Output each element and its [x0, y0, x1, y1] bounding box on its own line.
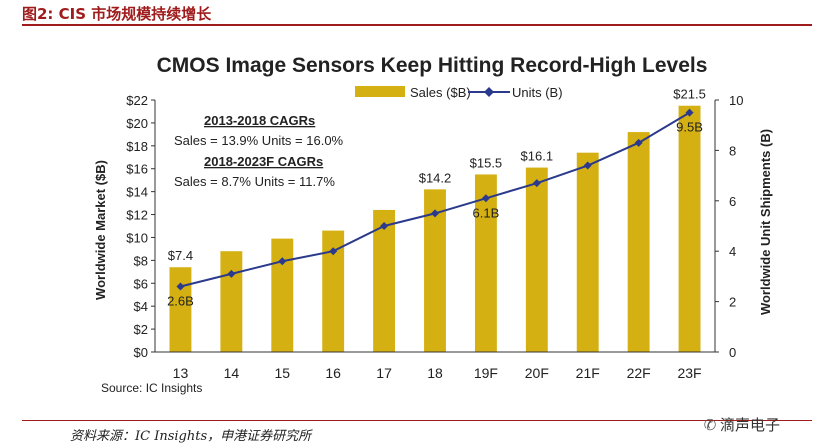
y-tick-label: $12 — [126, 208, 148, 223]
x-tick-label: 20F — [525, 365, 549, 381]
units-point-17 — [380, 222, 389, 230]
y-tick-label: $22 — [126, 93, 148, 108]
bar-value-label: $16.1 — [521, 149, 554, 164]
units-point-20F — [532, 179, 541, 188]
x-tick-label: 14 — [224, 365, 240, 381]
y2-tick-label: 6 — [729, 194, 736, 209]
watermark-text: 滴声电子 — [720, 416, 781, 434]
bar-value-label: $15.5 — [470, 155, 503, 170]
cagr-values-2013-2018: Sales = 13.9% Units = 16.0% — [174, 133, 344, 148]
bar-18 — [424, 189, 446, 352]
x-tick-label: 19F — [474, 365, 498, 381]
x-tick-label: 21F — [576, 365, 600, 381]
y-tick-label: $14 — [126, 185, 148, 200]
cagr-values-2018-2023: Sales = 8.7% Units = 11.7% — [174, 174, 335, 189]
x-tick-label: 15 — [274, 365, 290, 381]
units-value-label: 2.6B — [167, 293, 194, 308]
y2-tick-label: 4 — [729, 244, 736, 259]
sales-bars — [169, 105, 701, 353]
cagr-annotations: 2013-2018 CAGRs Sales = 13.9% Units = 16… — [174, 113, 344, 189]
units-point-13 — [176, 282, 185, 291]
x-tick-label: 23F — [677, 365, 701, 381]
bar-22F — [627, 132, 650, 352]
bar-value-label: $14.2 — [419, 170, 452, 185]
bar-value-label: $21.5 — [673, 87, 706, 102]
units-line — [176, 108, 694, 291]
y-axis-title: Worldwide Market ($B) — [93, 160, 108, 300]
units-point-22F — [634, 138, 643, 147]
units-point-14 — [227, 269, 236, 278]
units-point-18 — [431, 209, 439, 218]
bar-19F — [474, 174, 497, 352]
y-tick-label: $0 — [134, 345, 148, 360]
x-tick-label: 18 — [427, 365, 443, 381]
units-point-19F — [481, 194, 490, 203]
y2-tick-label: 10 — [729, 93, 743, 108]
y2-tick-label: 0 — [729, 345, 736, 360]
y-tick-label: $10 — [126, 230, 148, 245]
bar-16 — [322, 230, 345, 352]
figure-label: 图2: CIS 市场规模持续增长 — [22, 5, 212, 23]
x-tick-label: 17 — [376, 365, 392, 381]
cagr-heading-2018-2023: 2018-2023F CAGRs — [204, 154, 323, 169]
axes: $0 $2 $4 $6 $8 $10 $12 $14 $16 $18 $20 $22 0 2 4 6 8 10 13… — [126, 93, 743, 381]
chart-title: CMOS Image Sensors Keep Hitting Record-H… — [157, 54, 708, 77]
y2-axis-title: Worldwide Unit Shipments (B) — [758, 129, 773, 315]
units-value-label: 9.5B — [676, 120, 703, 135]
legend: Sales ($B) Units (B) — [355, 85, 563, 100]
units-point-23F — [685, 108, 694, 117]
bar-value-label: $7.4 — [168, 248, 193, 263]
y2-tick-label: 2 — [729, 295, 736, 310]
bar-17 — [373, 209, 396, 352]
watermark: ✆ 滴声电子 — [700, 414, 780, 435]
units-point-15 — [278, 257, 287, 266]
y-tick-label: $20 — [126, 116, 148, 131]
y-tick-label: $8 — [134, 253, 148, 268]
y-tick-label: $4 — [134, 299, 148, 314]
wechat-icon: ✆ — [703, 416, 717, 434]
y-tick-label: $2 — [134, 322, 148, 337]
units-point-16 — [329, 247, 338, 256]
y-tick-label: $16 — [126, 162, 148, 177]
bar-21F — [576, 152, 599, 352]
legend-label-sales: Sales ($B) — [410, 85, 471, 100]
bar-20F — [525, 167, 548, 352]
legend-marker-units — [484, 87, 494, 97]
header-rule — [22, 24, 812, 26]
cagr-heading-2013-2018: 2013-2018 CAGRs — [204, 113, 315, 128]
bar-14 — [220, 251, 243, 352]
data-labels: $7.4 $14.2 $15.5 $16.1 $21.5 2.6B 6.1B 9.5B — [167, 87, 706, 309]
units-point-21F — [583, 161, 592, 170]
footer-rule — [22, 420, 812, 421]
x-tick-label: 16 — [325, 365, 341, 381]
x-tick-label: 22F — [627, 365, 651, 381]
legend-swatch-sales — [355, 86, 405, 97]
legend-label-units: Units (B) — [512, 85, 563, 100]
y-tick-label: $6 — [134, 276, 148, 291]
bar-13 — [169, 267, 192, 352]
figure-source: 资料来源：IC Insights，申港证券研究所 — [70, 429, 312, 444]
figure-header: 图2: CIS 市场规模持续增长 — [0, 0, 830, 24]
units-value-label: 6.1B — [473, 205, 500, 220]
x-tick-label: 13 — [173, 365, 189, 381]
bar-23F — [678, 105, 701, 353]
y2-tick-label: 8 — [729, 143, 736, 158]
chart-source: Source: IC Insights — [101, 381, 202, 395]
bar-15 — [271, 238, 294, 352]
y-tick-label: $18 — [126, 139, 148, 154]
